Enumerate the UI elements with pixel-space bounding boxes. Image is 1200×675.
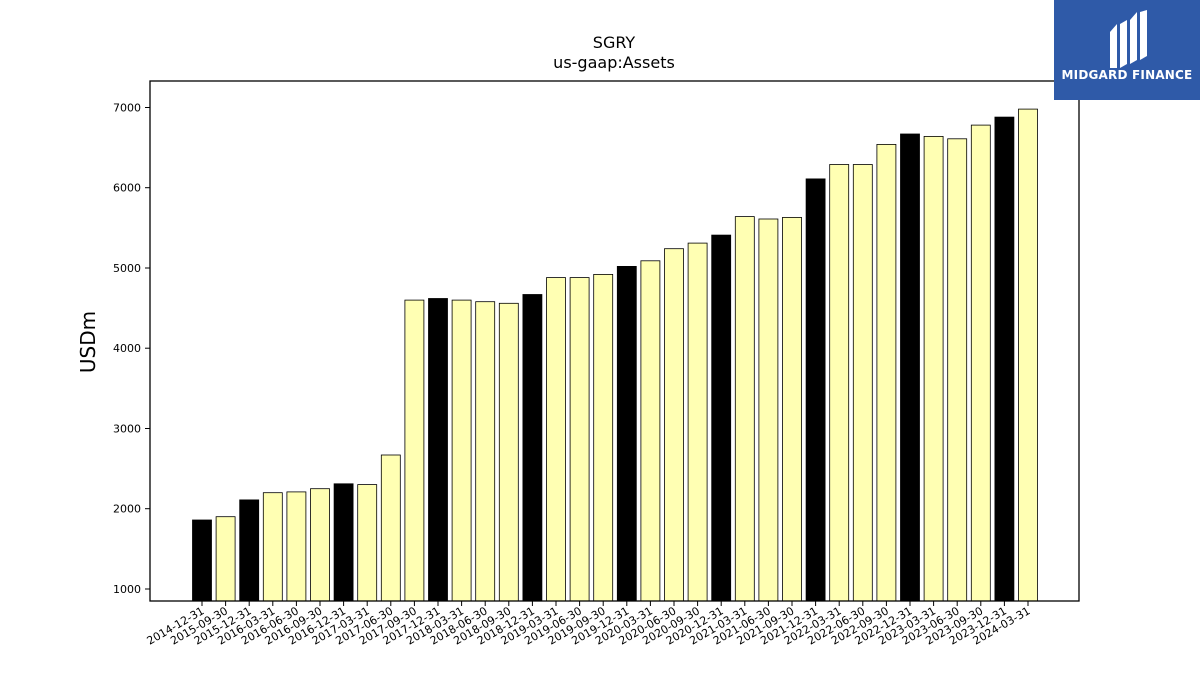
bar — [970, 124, 991, 602]
bar — [1018, 108, 1038, 602]
bar — [262, 492, 283, 602]
bar — [310, 488, 330, 602]
bar — [593, 273, 614, 602]
bar — [522, 294, 543, 602]
bar — [498, 302, 519, 602]
bar — [947, 138, 968, 602]
bar — [546, 277, 566, 602]
bar — [569, 277, 590, 602]
y-ticks-group: 1000 2000 3000 4000 5000 6000 7000 — [113, 102, 150, 596]
bar — [215, 516, 236, 602]
bar — [805, 178, 826, 602]
bar — [640, 260, 661, 602]
bar — [475, 301, 496, 602]
y-tick-label: 2000 — [113, 503, 141, 516]
bar — [380, 454, 401, 602]
brand-logo-text: MIDGARD FINANCE — [1061, 68, 1193, 82]
bar — [664, 248, 684, 602]
plot-frame — [149, 80, 1080, 602]
y-tick-label: 6000 — [113, 182, 141, 195]
y-axis-label: USDm — [76, 311, 100, 373]
y-tick-label: 4000 — [113, 342, 141, 355]
bar — [994, 116, 1015, 602]
chart-title: SGRY — [593, 33, 636, 52]
bar — [333, 483, 354, 602]
bar — [876, 143, 897, 602]
bar — [192, 519, 212, 602]
bar — [711, 234, 732, 602]
bar — [451, 299, 472, 602]
midgard-logo-icon — [1110, 10, 1147, 68]
bar — [758, 218, 779, 602]
chart-subtitle: us-gaap:Assets — [553, 53, 675, 72]
bar — [428, 298, 448, 602]
bar — [923, 135, 944, 602]
bar — [286, 491, 307, 602]
brand-logo: MIDGARD FINANCE — [1054, 0, 1200, 100]
bar — [900, 133, 920, 602]
bar — [782, 216, 802, 602]
bar — [852, 164, 873, 602]
bars-group — [192, 108, 1038, 602]
bar — [687, 242, 708, 602]
y-tick-label: 7000 — [113, 102, 141, 115]
bar — [829, 164, 850, 602]
y-tick-label: 5000 — [113, 262, 141, 275]
bar — [616, 265, 637, 602]
y-tick-label: 3000 — [113, 423, 141, 436]
bar — [734, 216, 755, 602]
bar — [357, 484, 378, 602]
y-tick-label: 1000 — [113, 583, 141, 596]
x-ticks-group: 2014-12-312015-09-302015-12-312016-03-31… — [145, 601, 1033, 648]
bar — [239, 499, 260, 602]
bar — [404, 299, 425, 602]
